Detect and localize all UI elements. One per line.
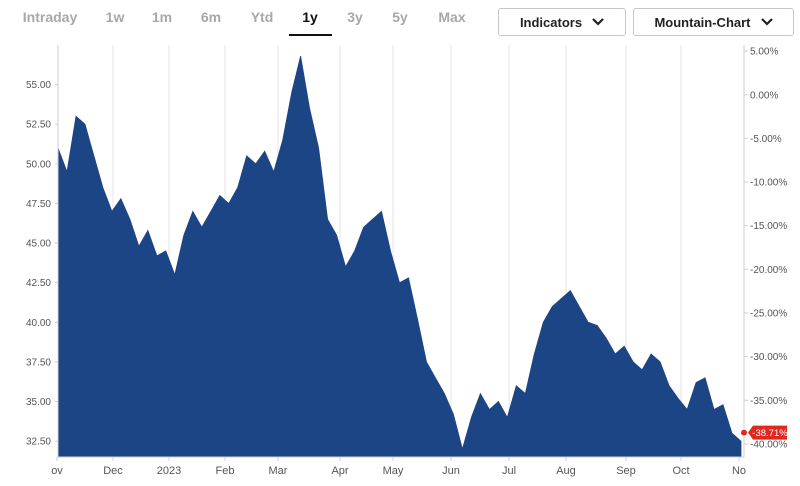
last-change-badge <box>748 425 787 440</box>
x-tick-label: Apr <box>331 465 348 477</box>
tab-1w[interactable]: 1w <box>105 9 125 25</box>
x-tick-label: Aug <box>556 465 576 477</box>
x-tick-label: Feb <box>216 465 235 477</box>
y2-tick-label: -5.00% <box>750 134 782 145</box>
chart-type-label: Mountain-Chart <box>654 14 751 30</box>
last-change-label: -38.71% <box>752 428 788 439</box>
indicators-dropdown[interactable]: Indicators <box>498 8 626 36</box>
tab-1y[interactable]: 1y <box>302 9 318 25</box>
y2-tick-label: -10.00% <box>750 178 787 189</box>
chart-type-dropdown[interactable]: Mountain-Chart <box>633 8 794 36</box>
toolbar: Intraday 1w 1m 6m Ytd 1y 3y 5y Max Indicators Mo… <box>0 0 800 44</box>
x-tick-label: Jun <box>442 465 460 477</box>
tab-1m[interactable]: 1m <box>151 9 173 25</box>
y2-tick-label: -25.00% <box>750 308 787 319</box>
x-tick-label: Sep <box>616 465 636 477</box>
last-value-marker <box>740 428 748 437</box>
x-tick-label: Dec <box>103 465 123 477</box>
y-tick-label: 47.50 <box>26 199 51 210</box>
active-tab-underline <box>289 34 332 36</box>
tab-intraday[interactable]: Intraday <box>22 9 78 25</box>
y-tick-label: 55.00 <box>26 80 51 91</box>
y2-tick-label: -20.00% <box>750 265 787 276</box>
tab-5y[interactable]: 5y <box>392 9 408 25</box>
indicators-label: Indicators <box>519 14 583 30</box>
x-tick-label: 2023 <box>157 465 181 477</box>
y-tick-label: 32.50 <box>26 437 51 448</box>
tab-ytd[interactable]: Ytd <box>250 9 274 25</box>
y-tick-label: 35.00 <box>26 397 51 408</box>
y2-tick-label: -15.00% <box>750 221 787 232</box>
y2-tick-label: -40.00% <box>750 439 787 450</box>
x-tick-label: Mar <box>269 465 288 477</box>
tab-6m[interactable]: 6m <box>200 9 222 25</box>
chevron-down-icon <box>592 18 604 26</box>
chevron-down-icon <box>760 18 773 26</box>
y-tick-label: 52.50 <box>26 120 51 131</box>
tab-max[interactable]: Max <box>438 9 466 25</box>
y2-tick-label: -30.00% <box>750 352 787 363</box>
x-tick-label: ov <box>51 465 63 477</box>
price-chart: 32.50 35.00 37.50 40.00 42.50 45.00 47.50 50.00… <box>26 45 788 477</box>
y2-tick-label: -35.00% <box>750 396 787 407</box>
x-tick-label: No <box>732 465 746 477</box>
y-tick-label: 45.00 <box>26 239 51 250</box>
y-tick-label: 50.00 <box>26 159 51 170</box>
y-tick-label: 40.00 <box>26 318 51 329</box>
tab-3y[interactable]: 3y <box>347 9 363 25</box>
y-tick-label: 42.50 <box>26 278 51 289</box>
x-tick-label: Oct <box>672 465 689 477</box>
y-tick-label: 37.50 <box>26 357 51 368</box>
price-area <box>57 56 742 458</box>
x-tick-label: May <box>383 465 404 477</box>
y2-tick-label: 0.00% <box>750 90 778 101</box>
x-tick-label: Jul <box>502 465 516 477</box>
y2-tick-label: 5.00% <box>750 47 778 58</box>
